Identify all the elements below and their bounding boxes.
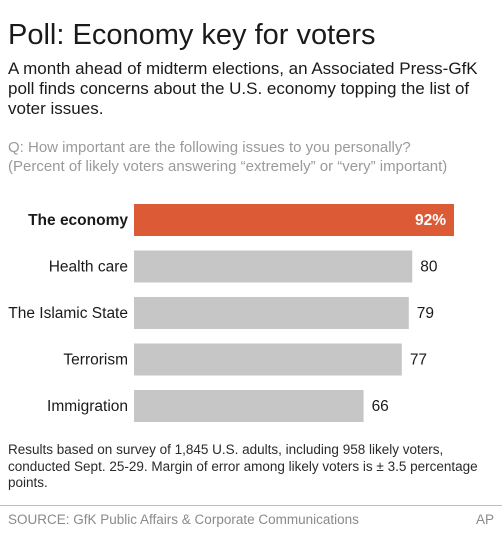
category-label-terrorism: Terrorism [63,352,128,369]
survey-question-line: Q: How important are the following issue… [8,139,411,156]
survey-question: Q: How important are the following issue… [8,138,498,176]
category-label-the-economy: The economy [28,212,128,229]
value-label-terrorism: 77 [410,352,427,369]
methodology-notes: Results based on survey of 1,845 U.S. ad… [8,442,478,490]
footer-divider [0,505,502,506]
value-label-the-economy: 92% [415,212,446,229]
bar-chart: The economy 92% Health care 80 The Islamic S… [8,204,454,422]
bar-immigration [134,390,364,422]
value-label-the-islamic-state: 79 [417,305,434,322]
value-label-health-care: 80 [420,259,438,276]
credit-logo: AP [475,512,494,527]
chart-subtitle: A month ahead of midterm elections, an A… [8,59,478,118]
bar-terrorism [134,343,402,376]
survey-question-note: (Percent of likely voters answering “ext… [8,158,448,175]
source-line: SOURCE: GfK Public Affairs & Corporate C… [8,512,359,527]
category-label-the-islamic-state: The Islamic State [8,305,128,322]
category-label-immigration: Immigration [47,398,128,415]
bar-the-islamic-state [134,297,409,329]
bar-health-care [134,250,413,283]
chart-title: Poll: Economy key for voters [8,19,376,51]
value-label-immigration: 66 [372,398,389,415]
bar-the-economy [134,204,454,236]
category-label-health-care: Health care [49,259,128,276]
